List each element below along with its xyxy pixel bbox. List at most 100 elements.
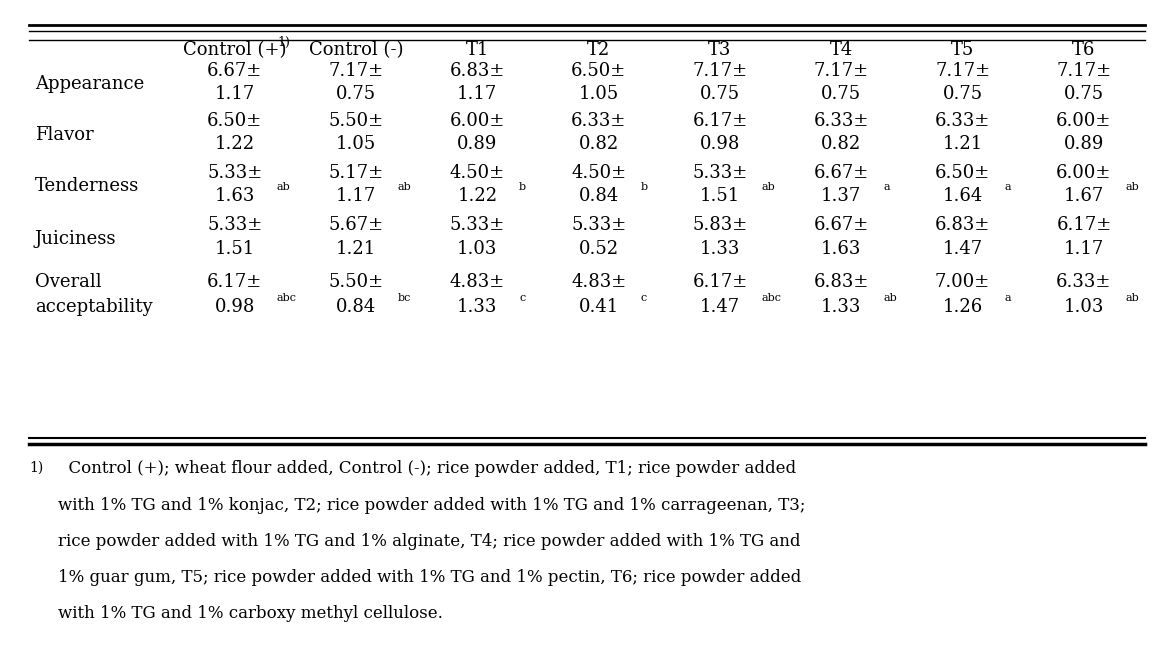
Text: 5.33±: 5.33± [693, 164, 747, 181]
Text: 1): 1) [29, 460, 43, 474]
Text: 6.33±: 6.33± [813, 112, 869, 130]
Text: 4.50±: 4.50± [450, 164, 505, 181]
Text: 7.00±: 7.00± [935, 274, 990, 291]
Text: ab: ab [397, 183, 411, 192]
Text: Juiciness: Juiciness [35, 230, 116, 248]
Text: 1.51: 1.51 [700, 187, 740, 205]
Text: 6.67±: 6.67± [813, 216, 869, 234]
Text: 0.84: 0.84 [336, 298, 376, 316]
Text: 0.75: 0.75 [1064, 85, 1104, 103]
Text: 0.75: 0.75 [700, 85, 740, 103]
Text: T4: T4 [830, 42, 853, 59]
Text: 1.03: 1.03 [457, 240, 497, 257]
Text: 1.67: 1.67 [1063, 187, 1104, 205]
Text: 1.03: 1.03 [1063, 298, 1104, 316]
Text: 6.67±: 6.67± [207, 62, 263, 79]
Text: 5.50±: 5.50± [329, 112, 383, 130]
Text: 6.50±: 6.50± [935, 164, 990, 181]
Text: 5.33±: 5.33± [450, 216, 505, 234]
Text: Control (-): Control (-) [309, 42, 403, 59]
Text: with 1% TG and 1% carboxy methyl cellulose.: with 1% TG and 1% carboxy methyl cellulo… [58, 605, 443, 622]
Text: 6.50±: 6.50± [207, 112, 263, 130]
Text: 6.83±: 6.83± [450, 62, 505, 79]
Text: ab: ab [1126, 294, 1140, 303]
Text: 4.50±: 4.50± [571, 164, 626, 181]
Text: 6.00±: 6.00± [1056, 164, 1112, 181]
Text: T2: T2 [587, 42, 610, 59]
Text: 6.50±: 6.50± [571, 62, 626, 79]
Text: 7.17±: 7.17± [813, 62, 869, 79]
Text: 1.47: 1.47 [942, 240, 983, 257]
Text: abc: abc [277, 294, 296, 303]
Text: 1.05: 1.05 [336, 136, 376, 153]
Text: 1.17: 1.17 [336, 187, 376, 205]
Text: Appearance: Appearance [35, 75, 144, 93]
Text: a: a [1004, 183, 1011, 192]
Text: 7.17±: 7.17± [693, 62, 747, 79]
Text: b: b [640, 183, 647, 192]
Text: 1.63: 1.63 [822, 240, 861, 257]
Text: rice powder added with 1% TG and 1% alginate, T4; rice powder added with 1% TG a: rice powder added with 1% TG and 1% algi… [58, 533, 801, 550]
Text: 1.05: 1.05 [579, 85, 619, 103]
Text: 0.84: 0.84 [579, 187, 619, 205]
Text: b: b [519, 183, 526, 192]
Text: T6: T6 [1073, 42, 1096, 59]
Text: a: a [883, 183, 890, 192]
Text: 1.37: 1.37 [822, 187, 861, 205]
Text: 7.17±: 7.17± [1056, 62, 1112, 79]
Text: 1.33: 1.33 [700, 240, 740, 257]
Text: 1.22: 1.22 [215, 136, 254, 153]
Text: 1.21: 1.21 [942, 136, 983, 153]
Text: c: c [640, 294, 647, 303]
Text: 6.17±: 6.17± [693, 112, 747, 130]
Text: 1.21: 1.21 [336, 240, 376, 257]
Text: 1.47: 1.47 [700, 298, 740, 316]
Text: 5.33±: 5.33± [207, 216, 263, 234]
Text: 6.00±: 6.00± [450, 112, 505, 130]
Text: 5.83±: 5.83± [693, 216, 747, 234]
Text: 0.82: 0.82 [579, 136, 619, 153]
Text: 1.17: 1.17 [457, 85, 497, 103]
Text: 5.17±: 5.17± [329, 164, 383, 181]
Text: with 1% TG and 1% konjac, T2; rice powder added with 1% TG and 1% carrageenan, T: with 1% TG and 1% konjac, T2; rice powde… [58, 497, 805, 513]
Text: Control (+): Control (+) [182, 42, 287, 59]
Text: 0.82: 0.82 [822, 136, 861, 153]
Text: ab: ab [1126, 183, 1140, 192]
Text: 0.75: 0.75 [942, 85, 983, 103]
Text: bc: bc [397, 294, 411, 303]
Text: 6.00±: 6.00± [1056, 112, 1112, 130]
Text: 6.83±: 6.83± [813, 274, 869, 291]
Text: T3: T3 [709, 42, 732, 59]
Text: a: a [1004, 294, 1011, 303]
Text: 6.67±: 6.67± [813, 164, 869, 181]
Text: 1.33: 1.33 [822, 298, 861, 316]
Text: 6.17±: 6.17± [207, 274, 263, 291]
Text: 0.98: 0.98 [700, 136, 740, 153]
Text: 1.64: 1.64 [942, 187, 983, 205]
Text: 1.26: 1.26 [942, 298, 983, 316]
Text: 7.17±: 7.17± [935, 62, 990, 79]
Text: 1.22: 1.22 [458, 187, 497, 205]
Text: 6.83±: 6.83± [935, 216, 990, 234]
Text: 0.89: 0.89 [1063, 136, 1104, 153]
Text: T5: T5 [951, 42, 974, 59]
Text: 0.75: 0.75 [336, 85, 376, 103]
Text: 0.98: 0.98 [215, 298, 254, 316]
Text: Overall: Overall [35, 274, 101, 291]
Text: ab: ab [762, 183, 775, 192]
Text: 5.67±: 5.67± [329, 216, 383, 234]
Text: ab: ab [277, 183, 290, 192]
Text: 0.75: 0.75 [822, 85, 861, 103]
Text: Tenderness: Tenderness [35, 177, 139, 196]
Text: 1.63: 1.63 [215, 187, 254, 205]
Text: Flavor: Flavor [35, 126, 93, 144]
Text: 0.41: 0.41 [579, 298, 619, 316]
Text: 6.33±: 6.33± [1056, 274, 1112, 291]
Text: 6.17±: 6.17± [693, 274, 747, 291]
Text: 1.51: 1.51 [215, 240, 254, 257]
Text: 6.33±: 6.33± [935, 112, 990, 130]
Text: 5.50±: 5.50± [329, 274, 383, 291]
Text: 1): 1) [277, 36, 290, 49]
Text: 4.83±: 4.83± [571, 274, 626, 291]
Text: 0.52: 0.52 [579, 240, 618, 257]
